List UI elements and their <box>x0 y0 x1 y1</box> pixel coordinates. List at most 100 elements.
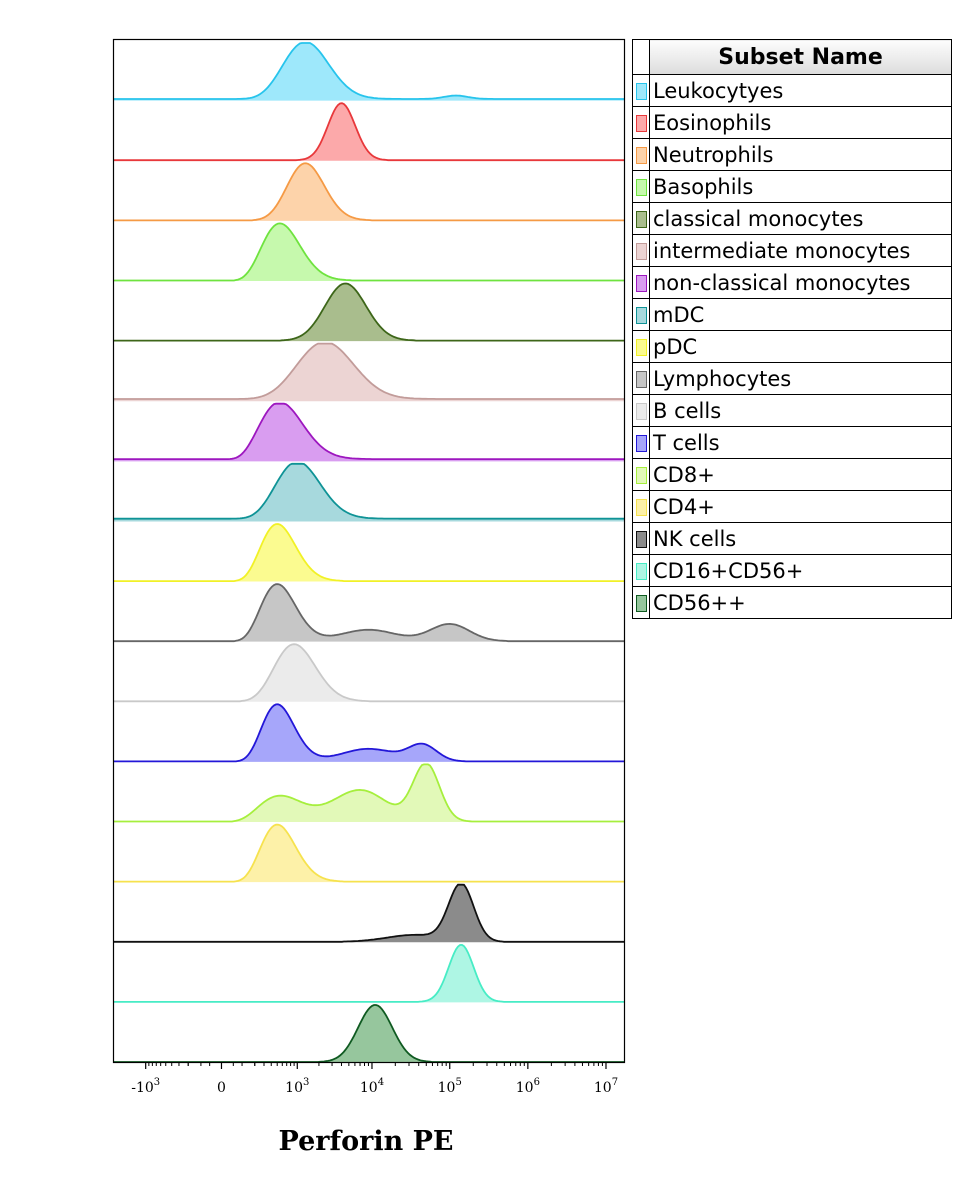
legend-swatch <box>635 307 647 324</box>
legend-row: CD4+ <box>632 490 952 523</box>
histogram-cd16-cd56- <box>114 943 624 1003</box>
legend-swatch-cell <box>632 74 650 107</box>
legend-swatch-cell <box>632 106 650 139</box>
histogram-neutrophils <box>114 162 624 222</box>
legend-swatch-cell <box>632 298 650 331</box>
legend-swatch-cell <box>632 522 650 555</box>
legend-swatch <box>635 531 647 548</box>
histogram-classical-monocytes <box>114 282 624 342</box>
legend-row: classical monocytes <box>632 202 952 235</box>
legend-label: Eosinophils <box>649 106 952 139</box>
legend-row: non-classical monocytes <box>632 266 952 299</box>
legend-row: pDC <box>632 330 952 363</box>
legend-label: classical monocytes <box>649 202 952 235</box>
histogram-outline <box>114 823 624 883</box>
legend-row: Lymphocytes <box>632 362 952 395</box>
legend-swatch <box>635 83 647 100</box>
legend-swatch-cell <box>632 394 650 427</box>
legend-label: Leukocytyes <box>649 74 952 107</box>
legend-row: mDC <box>632 298 952 331</box>
legend-label: Lymphocytes <box>649 362 952 395</box>
legend-swatch-cell <box>632 330 650 363</box>
histogram-outline <box>114 883 624 943</box>
histogram-eosinophils <box>114 102 624 162</box>
legend-row: Neutrophils <box>632 138 952 171</box>
legend-label: Basophils <box>649 170 952 203</box>
histogram-outline <box>114 462 624 520</box>
legend-row: CD8+ <box>632 458 952 491</box>
legend-body: Leukocytyes Eosinophils Neutrophils Basophi… <box>632 74 952 619</box>
histogram-area <box>114 1005 624 1062</box>
histogram-t-cells <box>114 703 624 763</box>
legend-row: intermediate monocytes <box>632 234 952 267</box>
histogram-cd8- <box>114 763 624 823</box>
histogram-outline <box>114 523 624 582</box>
histogram-area <box>114 704 624 762</box>
histogram-area <box>114 884 624 942</box>
histogram-outline <box>114 42 624 100</box>
legend-swatch <box>635 595 647 612</box>
histogram-area <box>114 584 624 642</box>
histogram-outline <box>114 943 624 1003</box>
legend-label: mDC <box>649 298 952 331</box>
x-tick-label: -103 <box>131 1077 160 1096</box>
legend-swatch-cell <box>632 426 650 459</box>
legend-swatch <box>635 467 647 484</box>
legend-swatch <box>635 115 647 132</box>
legend-swatch <box>635 499 647 516</box>
histogram-leukocytyes <box>114 42 624 101</box>
x-tick-label: 107 <box>594 1077 618 1096</box>
legend-swatch <box>635 147 647 164</box>
histogram-area <box>114 463 624 521</box>
histogram-area <box>114 163 624 221</box>
legend-label: NK cells <box>649 522 952 555</box>
histogram-pdc <box>114 523 624 582</box>
histogram-lymphocytes <box>114 583 624 643</box>
legend-row: NK cells <box>632 522 952 555</box>
legend-swatch-cell <box>632 234 650 267</box>
histogram-outline <box>114 643 624 703</box>
histogram-cd56- <box>114 1004 624 1063</box>
legend-swatch <box>635 211 647 228</box>
legend-swatch-cell <box>632 490 650 523</box>
histogram-area <box>114 343 624 401</box>
legend-row: Basophils <box>632 170 952 203</box>
legend-header: Subset Name <box>649 39 952 75</box>
x-tick-label: 106 <box>516 1077 540 1096</box>
legend-swatch-cell <box>632 170 650 203</box>
histogram-outline <box>114 763 624 823</box>
legend-label: intermediate monocytes <box>649 234 952 267</box>
legend-swatch <box>635 243 647 260</box>
legend-label: CD56++ <box>649 586 952 619</box>
histogram-outline <box>114 162 624 222</box>
legend-label: pDC <box>649 330 952 363</box>
legend-row: T cells <box>632 426 952 459</box>
legend-swatch <box>635 403 647 420</box>
legend-swatch-cell <box>632 202 650 235</box>
x-tick-label: 0 <box>217 1080 226 1096</box>
legend-header-row: Subset Name <box>632 39 952 75</box>
histogram-area <box>114 944 624 1002</box>
legend-swatch-cell <box>632 458 650 491</box>
legend-label: CD4+ <box>649 490 952 523</box>
legend-swatch <box>635 275 647 292</box>
histogram-intermediate-monocytes <box>114 342 624 402</box>
legend-label: CD16+CD56+ <box>649 554 952 587</box>
legend-row: Leukocytyes <box>632 74 952 107</box>
legend-label: B cells <box>649 394 952 427</box>
histogram-area <box>114 223 624 281</box>
histogram-area <box>114 524 624 582</box>
legend-swatch-cell <box>632 138 650 171</box>
legend-label: CD8+ <box>649 458 952 491</box>
histogram-non-classical-monocytes <box>114 402 624 462</box>
legend-row: CD16+CD56+ <box>632 554 952 587</box>
legend-swatch-cell <box>632 554 650 587</box>
legend-swatch <box>635 371 647 388</box>
histogram-layer <box>114 42 624 1063</box>
histogram-b-cells <box>114 643 624 703</box>
legend-row: CD56++ <box>632 586 952 619</box>
histogram-outline <box>114 402 624 460</box>
legend-swatch <box>635 563 647 580</box>
x-axis-title: Perforin PE <box>279 1126 454 1157</box>
